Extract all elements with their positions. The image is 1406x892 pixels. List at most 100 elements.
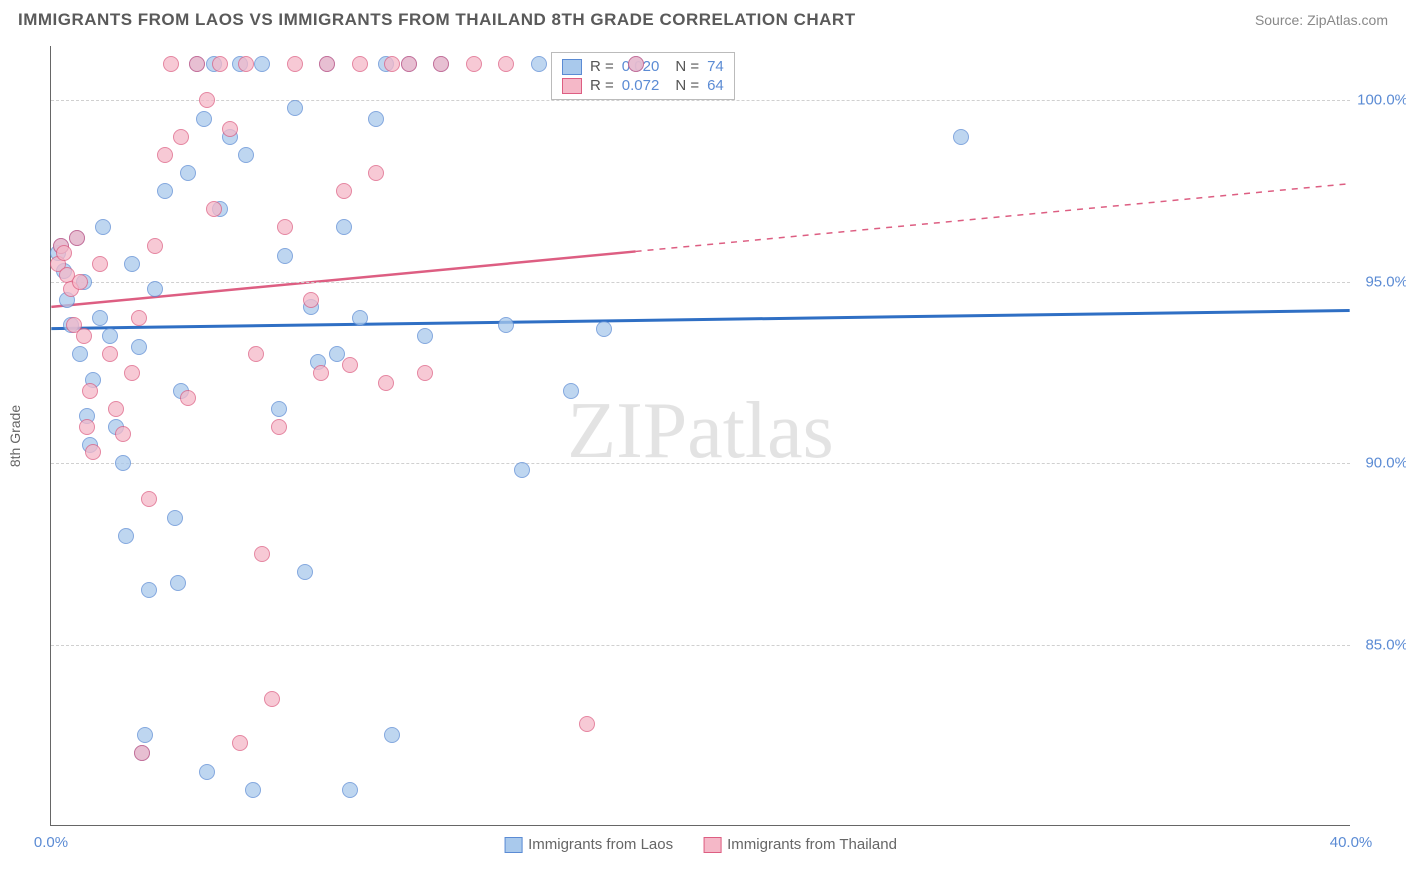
data-point [167, 510, 183, 526]
chart-title: IMMIGRANTS FROM LAOS VS IMMIGRANTS FROM … [18, 10, 856, 30]
data-point [115, 455, 131, 471]
y-tick-label: 95.0% [1354, 273, 1406, 290]
watermark-bold: ZIP [567, 386, 687, 474]
data-point [199, 764, 215, 780]
data-point [56, 245, 72, 261]
trend-lines [51, 46, 1350, 825]
data-point [628, 56, 644, 72]
data-point [232, 735, 248, 751]
legend-n-label: N = [675, 58, 699, 75]
data-point [378, 375, 394, 391]
data-point [514, 462, 530, 478]
y-tick-label: 100.0% [1354, 92, 1406, 109]
data-point [254, 56, 270, 72]
data-point [352, 310, 368, 326]
legend-swatch [562, 78, 582, 94]
legend-r-label: R = [590, 58, 614, 75]
data-point [277, 248, 293, 264]
data-point [303, 292, 319, 308]
legend-n-label: N = [675, 77, 699, 94]
data-point [124, 256, 140, 272]
data-point [76, 328, 92, 344]
data-point [79, 419, 95, 435]
legend-n-value: 74 [707, 58, 724, 75]
data-point [82, 383, 98, 399]
data-point [118, 528, 134, 544]
data-point [115, 426, 131, 442]
data-point [245, 782, 261, 798]
data-point [238, 56, 254, 72]
legend-series-name: Immigrants from Laos [528, 836, 673, 853]
data-point [72, 346, 88, 362]
data-point [147, 281, 163, 297]
data-point [563, 383, 579, 399]
data-point [384, 56, 400, 72]
data-point [336, 183, 352, 199]
data-point [180, 390, 196, 406]
data-point [297, 564, 313, 580]
data-point [277, 219, 293, 235]
data-point [196, 111, 212, 127]
legend-n-value: 64 [707, 77, 724, 94]
data-point [199, 92, 215, 108]
data-point [342, 782, 358, 798]
data-point [222, 121, 238, 137]
data-point [102, 346, 118, 362]
data-point [417, 365, 433, 381]
legend-item: Immigrants from Laos [504, 836, 673, 853]
gridline [51, 100, 1350, 101]
data-point [137, 727, 153, 743]
data-point [147, 238, 163, 254]
gridline [51, 463, 1350, 464]
data-point [248, 346, 264, 362]
legend-item: Immigrants from Thailand [703, 836, 897, 853]
scatter-chart: 8th Grade ZIPatlas R =0.020N =74R =0.072… [50, 46, 1350, 826]
legend-swatch [703, 837, 721, 853]
data-point [95, 219, 111, 235]
data-point [368, 111, 384, 127]
data-point [173, 129, 189, 145]
gridline [51, 645, 1350, 646]
data-point [271, 419, 287, 435]
legend-r-value: 0.072 [622, 77, 660, 94]
data-point [319, 56, 335, 72]
source-prefix: Source: [1255, 12, 1307, 28]
data-point [131, 310, 147, 326]
data-point [368, 165, 384, 181]
data-point [238, 147, 254, 163]
series-legend: Immigrants from Laos Immigrants from Thai… [504, 836, 897, 853]
data-point [180, 165, 196, 181]
y-axis-label: 8th Grade [7, 404, 23, 466]
data-point [384, 727, 400, 743]
data-point [271, 401, 287, 417]
data-point [72, 274, 88, 290]
data-point [433, 56, 449, 72]
data-point [254, 546, 270, 562]
data-point [287, 100, 303, 116]
x-tick-label: 0.0% [34, 834, 68, 851]
watermark-light: atlas [687, 386, 834, 474]
data-point [498, 317, 514, 333]
data-point [69, 230, 85, 246]
source-link[interactable]: ZipAtlas.com [1307, 12, 1388, 28]
data-point [352, 56, 368, 72]
data-point [336, 219, 352, 235]
data-point [466, 56, 482, 72]
data-point [596, 321, 612, 337]
data-point [141, 491, 157, 507]
data-point [287, 56, 303, 72]
data-point [189, 56, 205, 72]
data-point [85, 444, 101, 460]
data-point [131, 339, 147, 355]
data-point [417, 328, 433, 344]
data-point [401, 56, 417, 72]
data-point [531, 56, 547, 72]
header: IMMIGRANTS FROM LAOS VS IMMIGRANTS FROM … [0, 0, 1406, 36]
gridline [51, 282, 1350, 283]
data-point [124, 365, 140, 381]
legend-swatch [504, 837, 522, 853]
data-point [206, 201, 222, 217]
legend-corr-row: R =0.072N =64 [562, 76, 724, 95]
data-point [92, 256, 108, 272]
y-tick-label: 85.0% [1354, 636, 1406, 653]
